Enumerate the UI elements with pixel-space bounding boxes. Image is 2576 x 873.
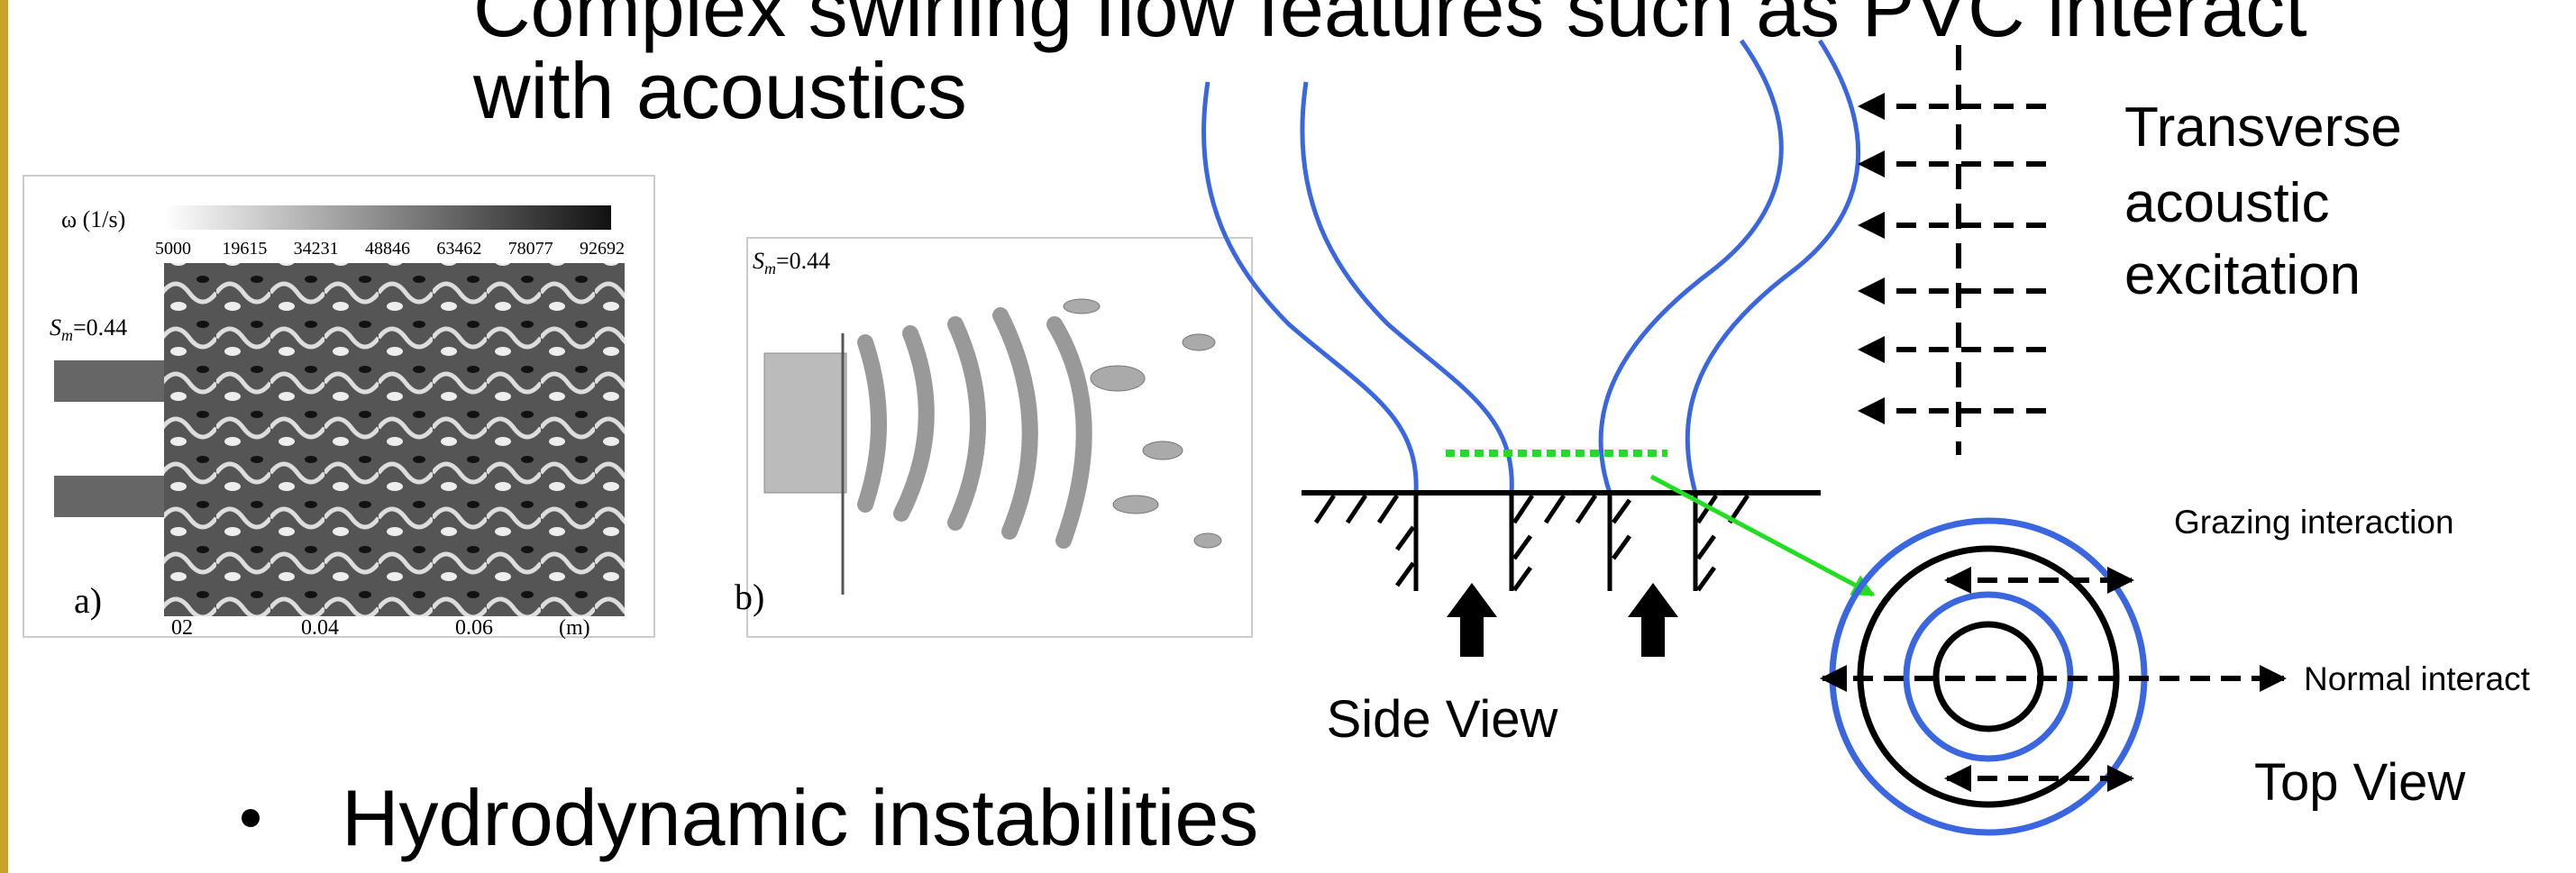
left-border: [0, 0, 8, 873]
figure-a: ω (1/s) 5000 19615 34231 48846 63462 78077 926…: [23, 176, 654, 640]
figure-b-part-part: [1183, 334, 1215, 350]
side-view-part-part: [1347, 496, 1366, 523]
figure-b-part: [764, 353, 846, 493]
slide: Complex swirling flow features such as P…: [0, 0, 2576, 873]
side-view-part-part: [1577, 496, 1595, 523]
figure-a-part: [54, 476, 164, 517]
figure-b-part-part: [1064, 299, 1100, 314]
side-view-part: [1628, 583, 1678, 657]
side-view-part-part: [1613, 536, 1630, 559]
transverse-label: acoustic: [2124, 172, 2329, 234]
side-view-part-part: [1302, 82, 1512, 493]
axis-label: (m): [559, 616, 590, 640]
panel-label: b): [735, 577, 764, 617]
side-view-part-part: [1514, 536, 1530, 559]
side-view-part: [1447, 583, 1497, 657]
figure-b-part-part: [1143, 441, 1183, 459]
side-view-part-part: [1514, 496, 1532, 523]
side-view-part-part: [1397, 563, 1413, 586]
swirl-value: =0.44: [73, 314, 127, 341]
side-view-part-part: [1698, 568, 1714, 590]
swirl-subscript: m: [61, 326, 73, 344]
side-view-part-part: [1316, 496, 1334, 523]
side-view-part: [1204, 41, 1859, 493]
panel-label: a): [74, 580, 102, 621]
transverse-excitation-part: [1860, 106, 2046, 411]
side-view-part-part: [1397, 527, 1413, 550]
heading: with acoustics: [472, 46, 967, 135]
grazing-label: Grazing interaction: [2174, 504, 2454, 541]
swirl-number: Sm=0.44: [50, 314, 127, 344]
axis-label: 0.04: [301, 616, 339, 640]
bullet-dot: [242, 809, 260, 827]
side-view-part-part: [1546, 496, 1564, 523]
bullet-text: Hydrodynamic instabilities: [342, 773, 1258, 862]
swirl-number: Sm=0.44: [753, 248, 830, 277]
transverse-excitation: Transverse acoustic excitation: [1860, 45, 2402, 455]
figure-b: Sm=0.44 b): [735, 238, 1252, 637]
side-view-part-part: [1379, 496, 1397, 523]
transverse-label: excitation: [2124, 244, 2361, 306]
colorbar-title: ω (1/s): [61, 206, 125, 232]
colorbar-label: 63462: [436, 239, 481, 259]
side-view-part-part: [1514, 568, 1530, 590]
swirl-subscript: m: [764, 259, 776, 277]
side-view-part-part: [1613, 500, 1630, 523]
figure-a-part: [54, 360, 164, 402]
axis-label: 0.06: [455, 616, 493, 640]
colorbar-label: 5000: [155, 239, 191, 259]
side-view: Side View: [1204, 41, 1873, 749]
colorbar-label: 78077: [508, 239, 553, 259]
swirl-value: =0.44: [776, 248, 830, 274]
figure-a-part: [164, 205, 611, 230]
transverse-label: Transverse: [2124, 96, 2402, 159]
top-view-part: [1822, 580, 2284, 778]
figure-b-part-part: [1091, 366, 1145, 391]
top-view-label: Top View: [2254, 753, 2466, 812]
side-view-part-part: [1687, 41, 1858, 493]
page: Slide html, body { margin: 0; padding: 0…: [0, 0, 2576, 873]
figure-a-part: [54, 402, 164, 476]
side-view-part-part: [1601, 41, 1781, 493]
normal-label: Normal interact: [2304, 660, 2531, 697]
axis-label: 02: [171, 616, 193, 640]
top-view: Grazing interaction Normal interact Top …: [1822, 504, 2531, 832]
figure-b-part-part: [1113, 496, 1158, 514]
colorbar-label: 48846: [365, 239, 410, 259]
swirl-symbol: S: [753, 248, 764, 274]
figure-b-part-part: [1194, 533, 1221, 548]
side-view-part: [1316, 493, 1748, 591]
colorbar-label: 92692: [580, 239, 625, 259]
side-view-label: Side View: [1327, 690, 1559, 749]
colorbar-label: 34231: [294, 239, 339, 259]
swirl-symbol: S: [50, 314, 61, 341]
colorbar-label: 19615: [222, 239, 267, 259]
slide-body: { "slide": { "heading_line1": "Complex s…: [0, 0, 2576, 873]
side-view-part-part: [1698, 536, 1714, 559]
figure-a-part: [164, 263, 625, 616]
